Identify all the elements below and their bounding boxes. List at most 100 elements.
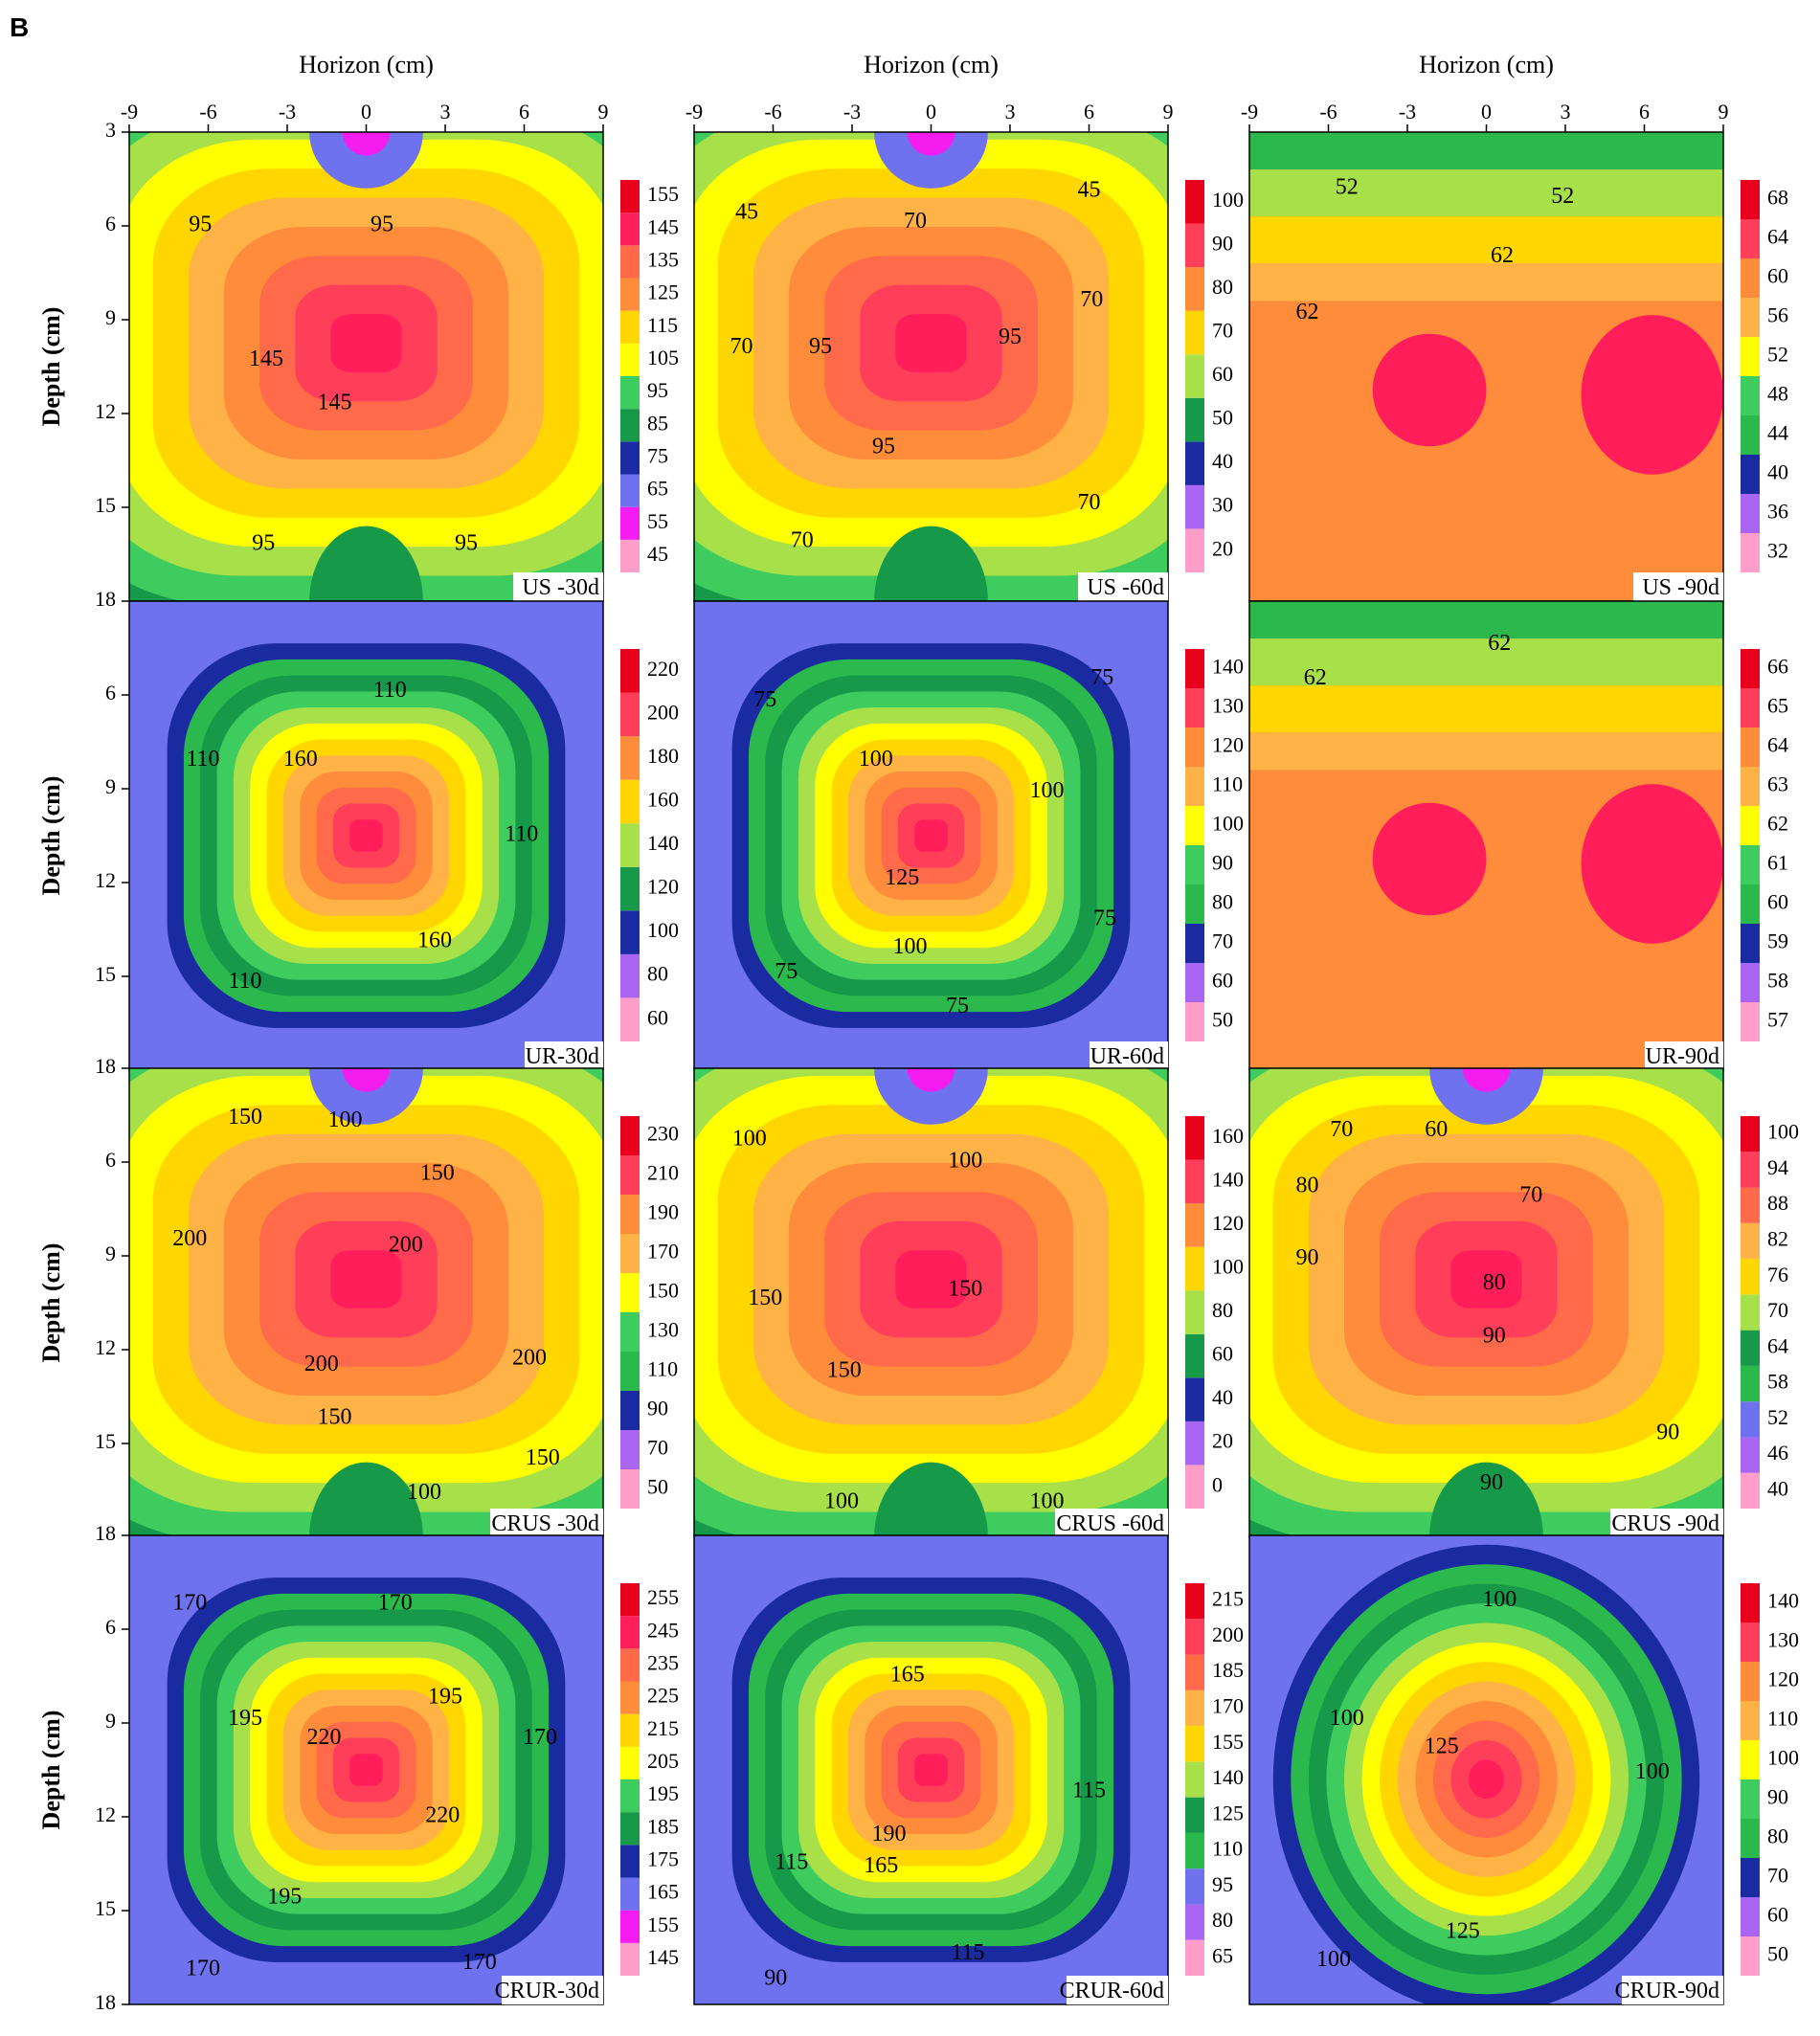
contour-band <box>349 1754 383 1786</box>
x-tick-label: -3 <box>279 100 296 123</box>
colorbar-swatch <box>620 343 640 376</box>
contour-fill <box>129 1535 603 2004</box>
contour-label: 100 <box>407 1480 441 1505</box>
colorbar-swatch <box>620 213 640 246</box>
contour-fill <box>129 132 603 601</box>
colorbar-swatch <box>1741 1740 1760 1779</box>
contour-label: 100 <box>859 747 893 772</box>
colorbar-tick-label: 120 <box>1212 1211 1244 1235</box>
y-axis-title: Depth (cm) <box>37 776 65 896</box>
colorbar-swatch <box>1741 1622 1760 1662</box>
colorbar-swatch <box>620 997 640 1041</box>
colorbar-tick-label: 80 <box>1212 1298 1233 1322</box>
colorbar-swatch <box>620 1942 640 1976</box>
colorbar-tick-label: 80 <box>647 962 668 986</box>
colorbar-swatch <box>620 736 640 780</box>
contour-label: 115 <box>775 1850 808 1875</box>
plot-frame <box>128 1534 604 2005</box>
y-tick-label: 9 <box>105 774 116 798</box>
colorbar-tick-label: 90 <box>1767 1785 1788 1809</box>
colorbar-swatch <box>620 310 640 344</box>
colorbar-tick-label: 100 <box>647 918 679 942</box>
colorbar-swatch <box>1741 455 1760 494</box>
colorbar-tick-label: 60 <box>1767 264 1788 288</box>
contour-band <box>1249 169 1723 217</box>
colorbar-tick-label: 100 <box>1212 812 1244 836</box>
contour-band <box>342 132 391 156</box>
colorbar-tick-label: 110 <box>1767 1707 1798 1731</box>
x-axis-title: Horizon (cm) <box>864 51 999 78</box>
colorbar-swatch <box>1185 649 1204 688</box>
colorbar-tick-label: 68 <box>1767 186 1788 210</box>
colorbar-swatch <box>1185 1246 1204 1291</box>
colorbar-tick-label: 52 <box>1767 343 1788 367</box>
contour-label: 220 <box>425 1803 460 1828</box>
colorbar-tick-label: 95 <box>1212 1872 1233 1896</box>
colorbar-tick-label: 155 <box>647 182 679 206</box>
colorbar-swatch <box>1741 1152 1760 1188</box>
panel-tag: US -90d <box>1642 575 1719 600</box>
colorbar-swatch <box>620 1877 640 1911</box>
contour-label: 75 <box>946 994 969 1018</box>
panel-tag-bg <box>1067 1976 1168 2004</box>
contour-label: 195 <box>228 1706 262 1731</box>
colorbar-swatch <box>620 1616 640 1649</box>
colorbar-tick-label: 95 <box>647 378 668 402</box>
colorbar-swatch <box>1185 354 1204 398</box>
colorbar-swatch <box>1185 1761 1204 1798</box>
colorbar-tick-label: 40 <box>1767 1476 1788 1500</box>
colorbar-swatch <box>1741 1437 1760 1473</box>
colorbar-swatch <box>620 245 640 279</box>
contour-label: 90 <box>1480 1470 1503 1495</box>
x-tick-label: 9 <box>1719 100 1729 123</box>
x-tick-label: -6 <box>199 100 216 123</box>
contour-band <box>309 1068 423 1125</box>
colorbar-swatch <box>1741 494 1760 533</box>
colorbar-tick-label: 200 <box>647 700 679 724</box>
colorbar-tick-label: 235 <box>647 1650 679 1674</box>
contour-label: 70 <box>1519 1182 1542 1207</box>
colorbar-swatch <box>1185 845 1204 884</box>
colorbar-swatch <box>1741 1294 1760 1331</box>
colorbar-swatch <box>1185 1939 1204 1976</box>
contour-label: 195 <box>428 1684 462 1709</box>
y-tick-label: 9 <box>105 305 116 329</box>
colorbar-tick-label: 57 <box>1767 1008 1788 1032</box>
contour-label: 95 <box>455 531 478 556</box>
colorbar-tick-label: 110 <box>647 1357 678 1381</box>
colorbar-swatch <box>1741 649 1760 688</box>
colorbar-swatch <box>1741 1365 1760 1402</box>
colorbar-tick-label: 120 <box>647 875 679 899</box>
colorbar-swatch <box>620 1746 640 1779</box>
contour-label: 52 <box>1336 174 1359 199</box>
panel-tag-bg <box>1090 1041 1168 1070</box>
colorbar-swatch <box>1741 845 1760 884</box>
contour-label: 110 <box>186 747 219 772</box>
contour-label: 100 <box>824 1489 859 1514</box>
contour-label: 110 <box>373 678 407 703</box>
contour-fill <box>694 601 1168 1070</box>
colorbar-swatch <box>1741 1187 1760 1223</box>
y-tick-label: 12 <box>95 1802 116 1826</box>
contour-band <box>1372 802 1487 916</box>
colorbar-tick-label: 105 <box>647 346 679 369</box>
contour-label: 80 <box>1296 1174 1319 1198</box>
colorbar-tick-label: 40 <box>1212 449 1233 473</box>
panel-tag: CRUS -60d <box>1056 1511 1164 1536</box>
y-tick-label: 3 <box>105 118 116 142</box>
panel-tag-bg <box>1645 1041 1723 1070</box>
contour-label: 95 <box>999 324 1022 349</box>
colorbar-swatch <box>1741 1701 1760 1740</box>
contour-label: 110 <box>228 969 261 994</box>
colorbar-tick-label: 90 <box>647 1397 668 1421</box>
colorbar-swatch <box>620 1779 640 1813</box>
colorbar-tick-label: 0 <box>1212 1472 1223 1496</box>
colorbar-swatch <box>1741 298 1760 337</box>
contour-label: 100 <box>1316 1947 1351 1972</box>
contour-label: 220 <box>307 1725 342 1750</box>
contour-band <box>342 1068 391 1092</box>
contour-label: 150 <box>748 1286 782 1310</box>
colorbar-swatch <box>1185 528 1204 572</box>
colorbar-swatch <box>620 441 640 475</box>
